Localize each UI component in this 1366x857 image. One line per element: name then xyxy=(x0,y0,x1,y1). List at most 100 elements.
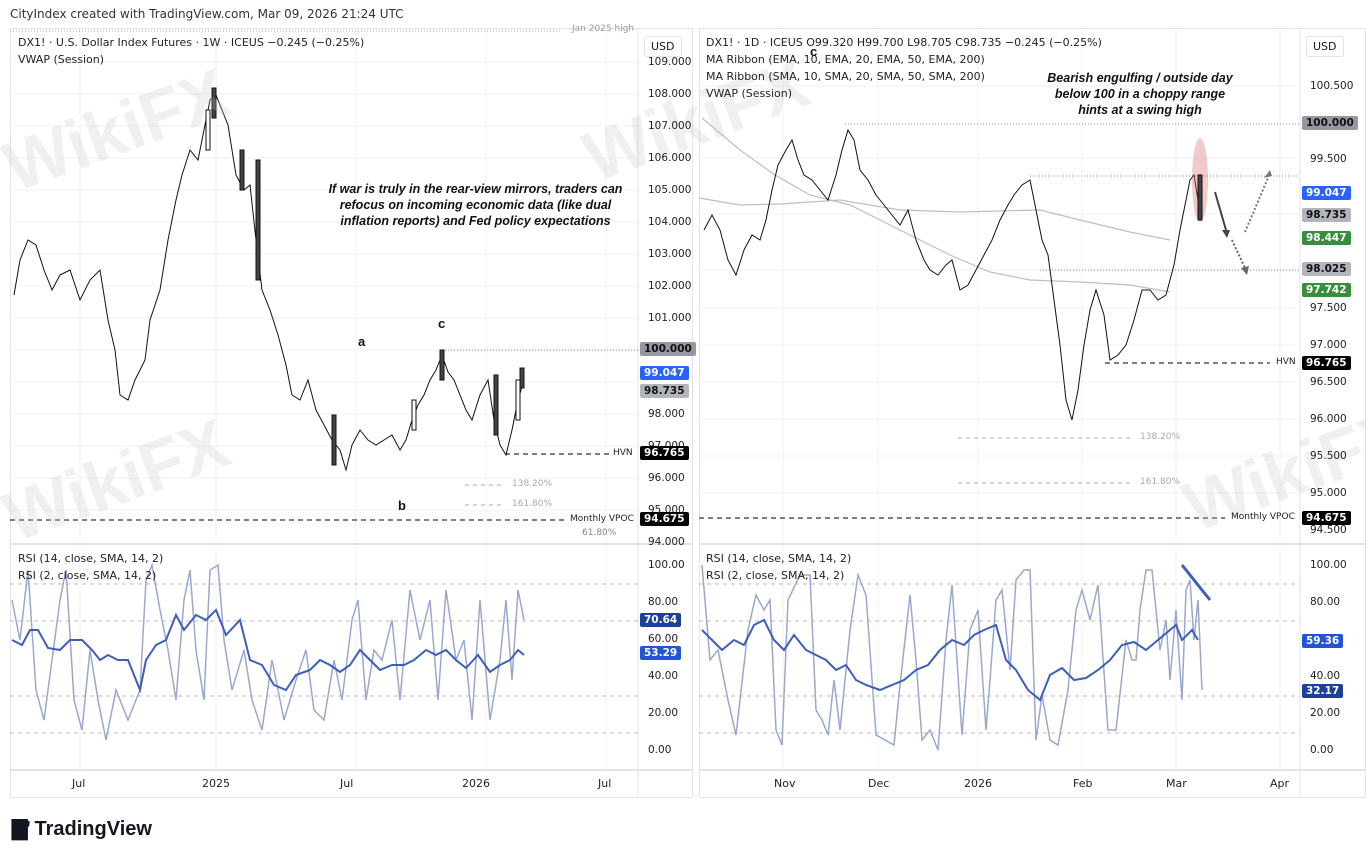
y-tick: 103.000 xyxy=(648,248,692,260)
right-tag-98: 98.025 xyxy=(1302,262,1351,276)
left-vwap-legend[interactable]: VWAP (Session) xyxy=(18,53,105,66)
rsi-y-tick: 20.00 xyxy=(1310,707,1341,719)
wave-label-c: c xyxy=(438,316,446,331)
right-fib-138-label: 138.20% xyxy=(1140,432,1181,442)
y-tick: 97.500 xyxy=(1310,302,1347,314)
rsi-y-tick: 0.00 xyxy=(1310,744,1334,756)
x-tick: 2026 xyxy=(964,777,992,790)
y-tick: 97.000 xyxy=(1310,339,1347,351)
y-tick: 98.000 xyxy=(648,408,685,420)
left-rsi2-legend[interactable]: RSI (2, close, SMA, 14, 2) xyxy=(18,569,157,582)
left-tag-100: 100.000 xyxy=(640,342,696,356)
y-tick: 96.000 xyxy=(1310,413,1347,425)
rsi-y-tick: 80.00 xyxy=(648,596,679,608)
left-rsi-legend: RSI (14, close, SMA, 14, 2) RSI (2, clos… xyxy=(18,550,163,584)
x-tick: Jul xyxy=(72,777,86,790)
left-currency-button[interactable]: USD xyxy=(644,36,682,57)
right-tag-vwap: 99.047 xyxy=(1302,186,1351,200)
x-tick: 2026 xyxy=(462,777,490,790)
left-rsi-pane[interactable] xyxy=(10,544,693,770)
left-rsi14-legend[interactable]: RSI (14, close, SMA, 14, 2) xyxy=(18,552,164,565)
left-tag-hvn: 96.765 xyxy=(640,446,689,460)
fib-138-label: 138.20% xyxy=(512,479,553,489)
y-tick: 96.500 xyxy=(1310,376,1347,388)
x-tick: Mar xyxy=(1166,777,1187,790)
rsi-y-tick: 100.00 xyxy=(648,559,685,571)
right-legend: DX1! · 1D · ICEUS O99.320 H99.700 L98.70… xyxy=(706,34,1102,102)
x-tick: Jul xyxy=(340,777,354,790)
x-tick: Apr xyxy=(1270,777,1290,790)
y-tick: 99.500 xyxy=(1310,153,1347,165)
right-ema-ribbon-legend[interactable]: MA Ribbon (EMA, 10, EMA, 20, EMA, 50, EM… xyxy=(706,53,985,66)
right-tag-last: 98.735 xyxy=(1302,208,1351,222)
left-vpoc-label: Monthly VPOC xyxy=(570,514,634,524)
rsi-y-tick: 100.00 xyxy=(1310,559,1347,571)
rsi-y-tick: 40.00 xyxy=(1310,670,1341,682)
y-tick: 101.000 xyxy=(648,312,692,324)
right-rsi2-legend[interactable]: RSI (2, close, SMA, 14, 2) xyxy=(706,569,845,582)
left-tag-vwap: 99.047 xyxy=(640,366,689,380)
rsi-y-tick: 60.00 xyxy=(648,633,679,645)
right-tag-ma1: 98.447 xyxy=(1302,231,1351,245)
right-time-axis[interactable] xyxy=(699,770,1366,798)
y-tick: 102.000 xyxy=(648,280,692,292)
right-symbol-legend[interactable]: DX1! · 1D · ICEUS O99.320 H99.700 L98.70… xyxy=(706,36,1102,49)
right-vwap-legend[interactable]: VWAP (Session) xyxy=(706,87,793,100)
rsi-y-tick: 40.00 xyxy=(648,670,679,682)
y-tick: 109.000 xyxy=(648,56,692,68)
y-tick: 94.000 xyxy=(648,536,685,548)
right-rsi2-tag: 32.17 xyxy=(1302,684,1344,698)
fib-161-label: 161.80% xyxy=(512,499,553,509)
right-tag-100: 100.000 xyxy=(1302,116,1358,130)
tradingview-logo-icon: ▇’ xyxy=(12,818,31,840)
right-annotation[interactable]: Bearish engulfing / outside day below 10… xyxy=(1047,71,1233,117)
right-currency-button[interactable]: USD xyxy=(1306,36,1344,57)
left-tag-last: 98.735 xyxy=(640,384,689,398)
y-tick: 106.000 xyxy=(648,152,692,164)
right-fib-161-label: 161.80% xyxy=(1140,477,1181,487)
jan-2025-high-label: Jan 2025 high xyxy=(572,24,635,34)
left-time-axis[interactable] xyxy=(10,770,693,798)
x-tick: Dec xyxy=(868,777,890,790)
right-vpoc-label: Monthly VPOC xyxy=(1231,512,1295,522)
rsi-y-tick: 20.00 xyxy=(648,707,679,719)
right-tag-vpoc: 94.675 xyxy=(1302,511,1351,525)
y-tick: 95.000 xyxy=(1310,487,1347,499)
y-tick: 96.000 xyxy=(648,472,685,484)
y-tick: 108.000 xyxy=(648,88,692,100)
right-tag-ma2: 97.742 xyxy=(1302,283,1351,297)
tradingview-logo-text: TradingView xyxy=(34,818,152,840)
rsi-y-tick: 80.00 xyxy=(1310,596,1341,608)
y-tick: 105.000 xyxy=(648,184,692,196)
y-tick: 100.500 xyxy=(1310,80,1354,92)
x-tick: Jul xyxy=(598,777,612,790)
y-tick: 104.000 xyxy=(648,216,692,228)
wave-label-a: a xyxy=(358,334,366,349)
wave-label-b: b xyxy=(398,498,406,513)
right-rsi14-legend[interactable]: RSI (14, close, SMA, 14, 2) xyxy=(706,552,852,565)
left-rsi2-tag: 70.64 xyxy=(640,613,682,627)
left-hvn-label: HVN xyxy=(613,448,633,458)
left-legend: DX1! · U.S. Dollar Index Futures · 1W · … xyxy=(18,34,364,68)
left-tag-vpoc: 94.675 xyxy=(640,512,689,526)
right-wave-label-c: c xyxy=(810,44,818,59)
right-rsi-legend: RSI (14, close, SMA, 14, 2) RSI (2, clos… xyxy=(706,550,851,584)
left-rsi14-tag: 53.29 xyxy=(640,646,682,660)
right-rsi14-tag: 59.36 xyxy=(1302,634,1344,648)
left-annotation[interactable]: If war is truly in the rear-view mirrors… xyxy=(328,182,623,228)
left-symbol-legend[interactable]: DX1! · U.S. Dollar Index Futures · 1W · … xyxy=(18,36,365,49)
y-tick: 94.500 xyxy=(1310,524,1347,536)
y-tick: 107.000 xyxy=(648,120,692,132)
y-tick: 95.500 xyxy=(1310,450,1347,462)
tradingview-logo[interactable]: ▇’ TradingView xyxy=(12,816,152,841)
chart-credit: CityIndex created with TradingView.com, … xyxy=(10,7,404,21)
rsi-y-tick: 0.00 xyxy=(648,744,672,756)
fib-61-label: 61.80% xyxy=(582,528,617,538)
right-hvn-label: HVN xyxy=(1276,357,1296,367)
x-tick: Feb xyxy=(1073,777,1093,790)
right-price-pane[interactable] xyxy=(699,28,1366,544)
right-tag-hvn: 96.765 xyxy=(1302,356,1351,370)
right-sma-ribbon-legend[interactable]: MA Ribbon (SMA, 10, SMA, 20, SMA, 50, SM… xyxy=(706,70,985,83)
x-tick: Nov xyxy=(774,777,796,790)
